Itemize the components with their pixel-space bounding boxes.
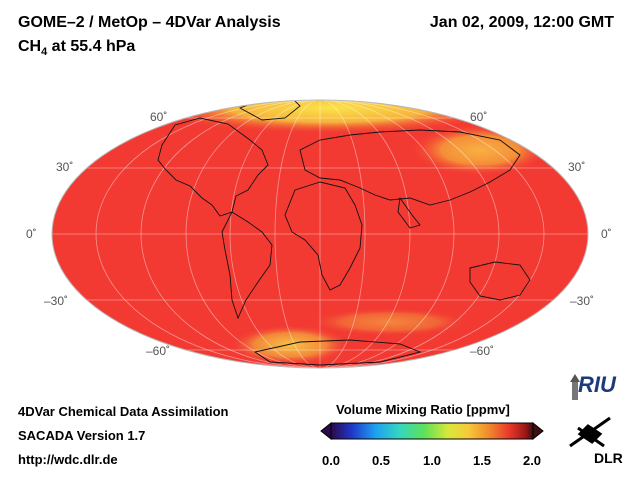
colorbar-tick-2: 1.0 <box>422 453 442 468</box>
colorbar-low-arrow <box>320 421 332 441</box>
lat-label-n60-right: 60˚ <box>470 110 488 124</box>
colorbar <box>320 421 544 441</box>
colorbar-tick-1: 0.5 <box>371 453 391 468</box>
riu-tower-icon <box>570 374 580 400</box>
india <box>397 196 421 229</box>
lat-label-n60-left: 60˚ <box>150 110 168 124</box>
eurasia <box>299 129 521 206</box>
colorbar-title: Volume Mixing Ratio [ppmv] <box>336 402 510 417</box>
greenland <box>238 100 301 121</box>
coastlines <box>157 100 531 366</box>
page-title: GOME–2 / MetOp – 4DVar Analysis <box>18 14 281 31</box>
australia <box>469 261 531 301</box>
lat-label-eq-left: 0˚ <box>26 227 37 241</box>
antarctica <box>253 339 422 366</box>
lat-label-s60-left: –60˚ <box>146 344 171 358</box>
colorbar-high-arrow <box>532 421 544 441</box>
arctic-high-band <box>150 100 510 134</box>
footer-url[interactable]: http://wdc.dlr.de <box>18 452 118 467</box>
colorbar-gradient <box>330 422 534 440</box>
africa <box>284 181 363 291</box>
datetime-label: Jan 02, 2009, 12:00 GMT <box>429 14 614 31</box>
colorbar-tick-0: 0.0 <box>321 453 341 468</box>
dlr-logo-text: DLR <box>594 450 623 466</box>
footer-line-1: 4DVar Chemical Data Assimilation <box>18 404 229 419</box>
lat-label-s30-left: –30˚ <box>44 294 69 308</box>
lat-label-n30-left: 30˚ <box>56 160 74 174</box>
footer-line-2: SACADA Version 1.7 <box>18 428 146 443</box>
lat-label-s60-right: –60˚ <box>470 344 495 358</box>
colorbar-tick-4: 2.0 <box>522 453 542 468</box>
species-level-label: CH4 at 55.4 hPa <box>18 38 136 59</box>
riu-logo-text: RIU <box>578 372 616 397</box>
dlr-logo-icon <box>569 416 611 448</box>
lat-label-s30-right: –30˚ <box>570 294 595 308</box>
lat-label-eq-right: 0˚ <box>601 227 612 241</box>
south-america <box>221 211 273 320</box>
graticule <box>52 100 588 368</box>
southern-filament <box>310 308 470 336</box>
lat-label-n30-right: 30˚ <box>568 160 586 174</box>
colorbar-tick-3: 1.5 <box>472 453 492 468</box>
map-frame <box>51 99 589 369</box>
